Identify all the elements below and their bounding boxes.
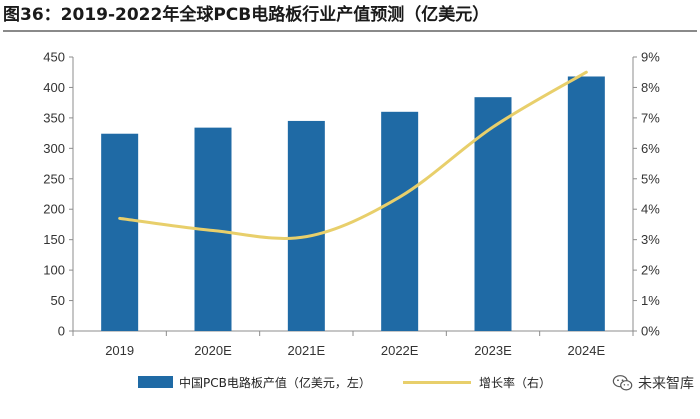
growth-line-group bbox=[118, 70, 588, 240]
left-tick-label: 200 bbox=[43, 202, 65, 217]
legend-line-swatch bbox=[403, 380, 471, 384]
wechat-icon bbox=[612, 375, 633, 391]
legend: 中国PCB电路板产值（亿美元，左） 增长率（右） bbox=[0, 368, 700, 398]
left-tick-label: 400 bbox=[43, 80, 65, 95]
bar bbox=[381, 111, 419, 331]
left-tick-label: 450 bbox=[43, 50, 65, 65]
right-tick-label: 5% bbox=[641, 171, 660, 186]
left-tick-label: 250 bbox=[43, 171, 65, 186]
right-tick-label: 9% bbox=[641, 50, 660, 65]
right-tick-label: 6% bbox=[641, 141, 660, 156]
right-tick-label: 7% bbox=[641, 110, 660, 125]
left-tick-label: 150 bbox=[43, 232, 65, 247]
x-tick-label: 2022E bbox=[381, 343, 419, 358]
right-tick-label: 8% bbox=[641, 80, 660, 95]
legend-item-bar: 中国PCB电路板产值（亿美元，左） bbox=[138, 368, 371, 396]
bar bbox=[474, 97, 512, 331]
left-tick-label: 50 bbox=[51, 293, 65, 308]
growth-line bbox=[118, 70, 588, 240]
ticks-group: 0 50 100 150 200 250 300 350 400 450 0% 1% 2% 3% 4% 5% 6… bbox=[43, 50, 660, 359]
bar bbox=[287, 120, 325, 331]
axes-group bbox=[72, 57, 634, 332]
legend-item-line: 增长率（右） bbox=[403, 368, 551, 396]
right-tick-label: 2% bbox=[641, 263, 660, 278]
bar bbox=[101, 133, 139, 331]
watermark-text: 未来智库 bbox=[638, 376, 694, 392]
legend-bar-label: 中国PCB电路板产值（亿美元，左） bbox=[179, 375, 371, 390]
right-tick-label: 0% bbox=[641, 324, 660, 339]
x-tick-label: 2020E bbox=[194, 343, 232, 358]
left-tick-label: 0 bbox=[58, 324, 65, 339]
x-tick-label: 2019 bbox=[105, 343, 134, 358]
bar bbox=[567, 76, 605, 332]
left-tick-label: 100 bbox=[43, 263, 65, 278]
watermark: 未来智库 bbox=[612, 372, 694, 394]
x-tick-label: 2021E bbox=[288, 343, 326, 358]
x-tick-label: 2023E bbox=[474, 343, 512, 358]
right-tick-label: 3% bbox=[641, 232, 660, 247]
legend-bar-swatch bbox=[138, 376, 173, 388]
right-tick-label: 1% bbox=[641, 293, 660, 308]
bars-group bbox=[101, 76, 605, 332]
chart-title: 图36：2019-2022年全球PCB电路板行业产值预测（亿美元） bbox=[3, 5, 490, 25]
right-tick-label: 4% bbox=[641, 202, 660, 217]
left-tick-label: 300 bbox=[43, 141, 65, 156]
title-divider bbox=[3, 30, 697, 32]
x-tick-label: 2024E bbox=[568, 343, 606, 358]
left-tick-label: 350 bbox=[43, 110, 65, 125]
legend-line-label: 增长率（右） bbox=[479, 375, 552, 390]
chart-svg: 0 50 100 150 200 250 300 350 400 450 0% 1% 2% 3% 4% 5% 6… bbox=[43, 50, 660, 359]
